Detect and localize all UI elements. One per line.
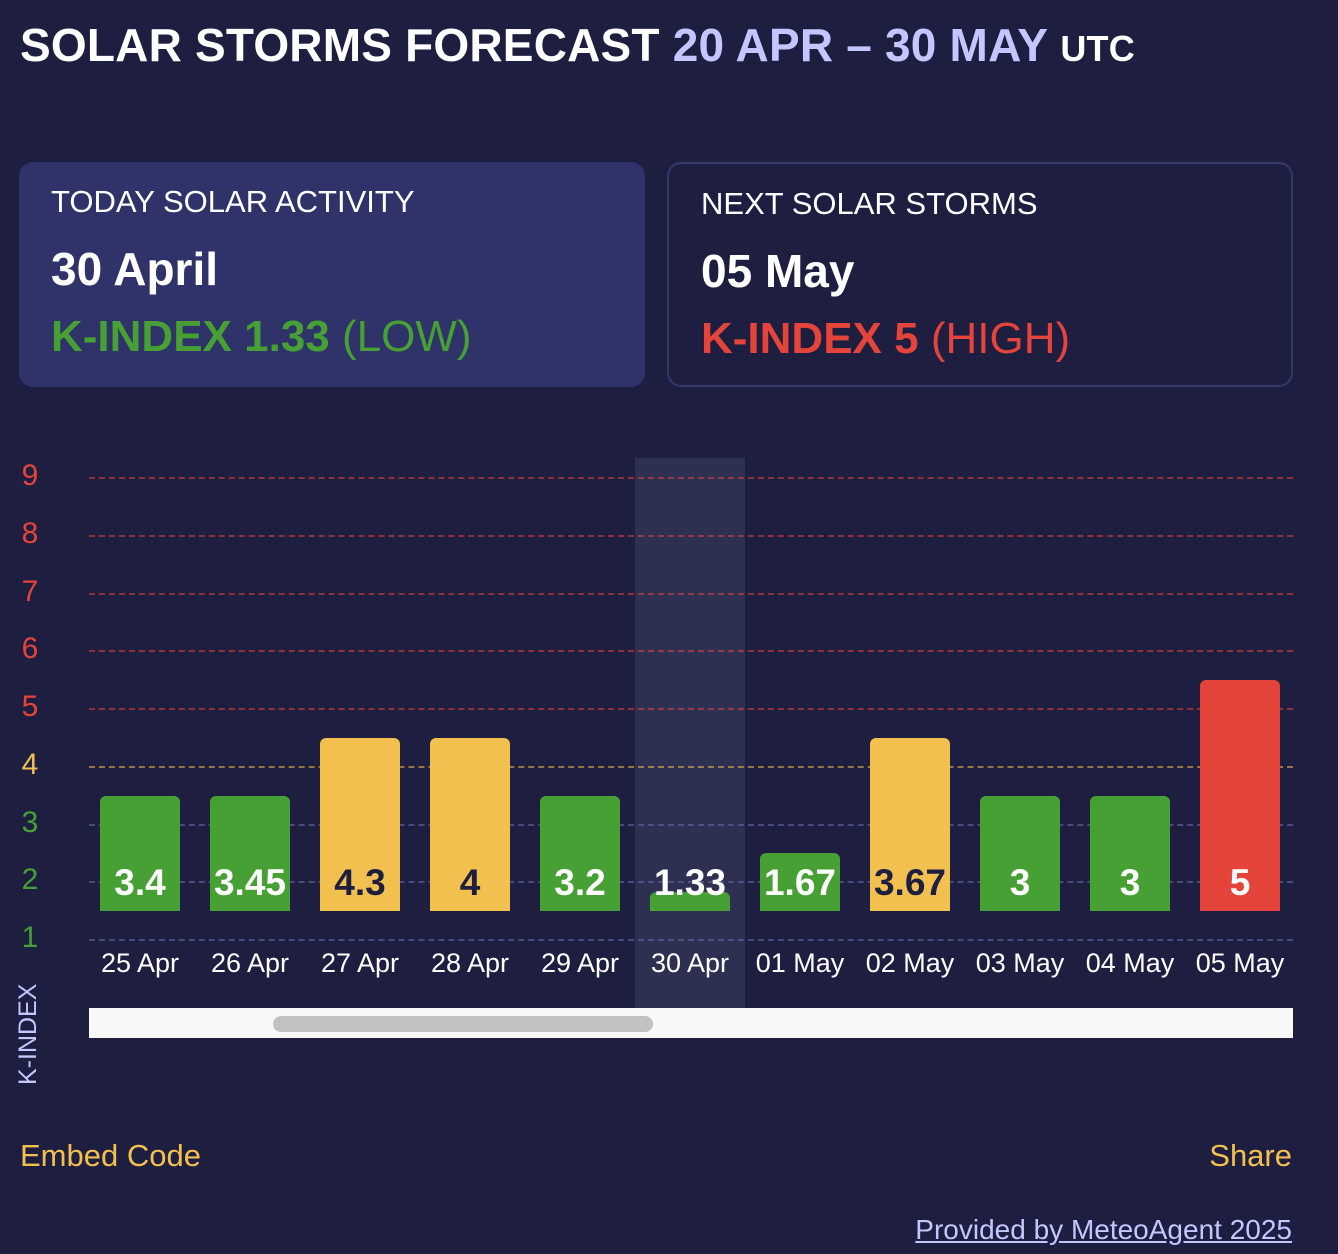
bar-value-label: 3.45 (213, 862, 286, 903)
x-tick-label: 01 May (755, 948, 845, 978)
x-tick-label: 27 Apr (320, 948, 400, 978)
y-tick-label: 7 (21, 574, 39, 608)
gridline (89, 592, 1293, 595)
x-tick-label: 05 May (1195, 948, 1285, 978)
k-index-next: K-INDEX 5 (HIGH) (701, 314, 1259, 364)
bar (320, 737, 400, 912)
k-index-level: (LOW) (342, 312, 472, 361)
bar (760, 853, 840, 912)
bar (430, 737, 510, 912)
x-tick-label: 03 May (975, 948, 1065, 978)
card-date: 30 April (51, 243, 219, 295)
bar-value-label: 3.4 (114, 862, 166, 903)
bar (100, 795, 180, 912)
today-highlight-column (635, 458, 745, 1008)
gridline (89, 823, 1293, 826)
x-tick-label: 04 May (1085, 948, 1175, 978)
gridline (89, 939, 1293, 941)
page-title: SOLAR STORMS FORECAST 20 APR – 30 MAY UT… (20, 18, 1135, 72)
y-axis-label: K-INDEX (14, 983, 42, 1085)
bar-value-label: 3 (1119, 862, 1141, 903)
title-range: 20 APR – 30 MAY (672, 19, 1048, 71)
bar (980, 795, 1060, 912)
card-label: NEXT SOLAR STORMS (701, 186, 1038, 221)
y-tick-label: 9 (21, 459, 39, 492)
bar (650, 892, 730, 912)
bar-value-label: 4.3 (334, 862, 386, 903)
x-tick-label: 30 Apr (650, 948, 730, 978)
y-tick-label: 6 (21, 632, 39, 666)
card-label: TODAY SOLAR ACTIVITY (51, 184, 415, 219)
x-tick-label: 29 Apr (540, 948, 620, 978)
bar-value-label: 1.33 (653, 862, 726, 903)
k-index-today: K-INDEX 1.33 (LOW) (51, 312, 613, 362)
x-tick-label: 26 Apr (210, 948, 290, 978)
x-tick-label: 02 May (865, 948, 955, 978)
y-tick-label: 4 (21, 747, 39, 781)
y-tick-label: 1 (21, 921, 39, 954)
bar (1200, 680, 1280, 912)
chart-scrollbar[interactable] (89, 1008, 1293, 1038)
k-index-value: K-INDEX 5 (701, 314, 919, 363)
x-tick-label: 25 Apr (100, 948, 180, 978)
bar (870, 737, 950, 912)
x-tick-label: 28 Apr (430, 948, 510, 978)
bar (1090, 795, 1170, 912)
bar-value-label: 3.67 (873, 862, 946, 903)
embed-code-link[interactable]: Embed Code (20, 1138, 201, 1173)
y-tick-label: 5 (21, 690, 39, 723)
gridline (89, 477, 1293, 479)
card-date: 05 May (701, 245, 855, 297)
bar-value-label: 3.2 (554, 862, 606, 903)
k-index-level: (HIGH) (930, 314, 1071, 363)
provider-credit-link[interactable]: Provided by MeteoAgent 2025 (915, 1214, 1292, 1245)
gridline (89, 650, 1293, 653)
gridline (89, 881, 1293, 884)
next-storms-card: NEXT SOLAR STORMS 05 May K-INDEX 5 (HIGH… (667, 162, 1293, 387)
y-tick-label: 2 (21, 863, 39, 897)
gridline (89, 708, 1293, 710)
k-index-value: K-INDEX 1.33 (51, 312, 330, 361)
bar-value-label: 5 (1229, 862, 1251, 903)
today-activity-card: TODAY SOLAR ACTIVITY 30 April K-INDEX 1.… (19, 162, 645, 387)
bar-value-label: 4 (459, 862, 481, 903)
bar-value-label: 3 (1009, 862, 1031, 903)
share-link[interactable]: Share (1209, 1138, 1292, 1173)
gridline (89, 765, 1293, 768)
title-main: SOLAR STORMS FORECAST (20, 19, 660, 71)
y-tick-label: 3 (21, 805, 39, 839)
gridline (89, 534, 1293, 537)
chart-scrollbar-thumb[interactable] (273, 1016, 653, 1032)
bar (540, 795, 620, 912)
bar-value-label: 1.67 (763, 862, 836, 903)
title-timezone: UTC (1060, 28, 1135, 69)
bar (210, 795, 290, 912)
y-tick-label: 8 (21, 516, 39, 550)
